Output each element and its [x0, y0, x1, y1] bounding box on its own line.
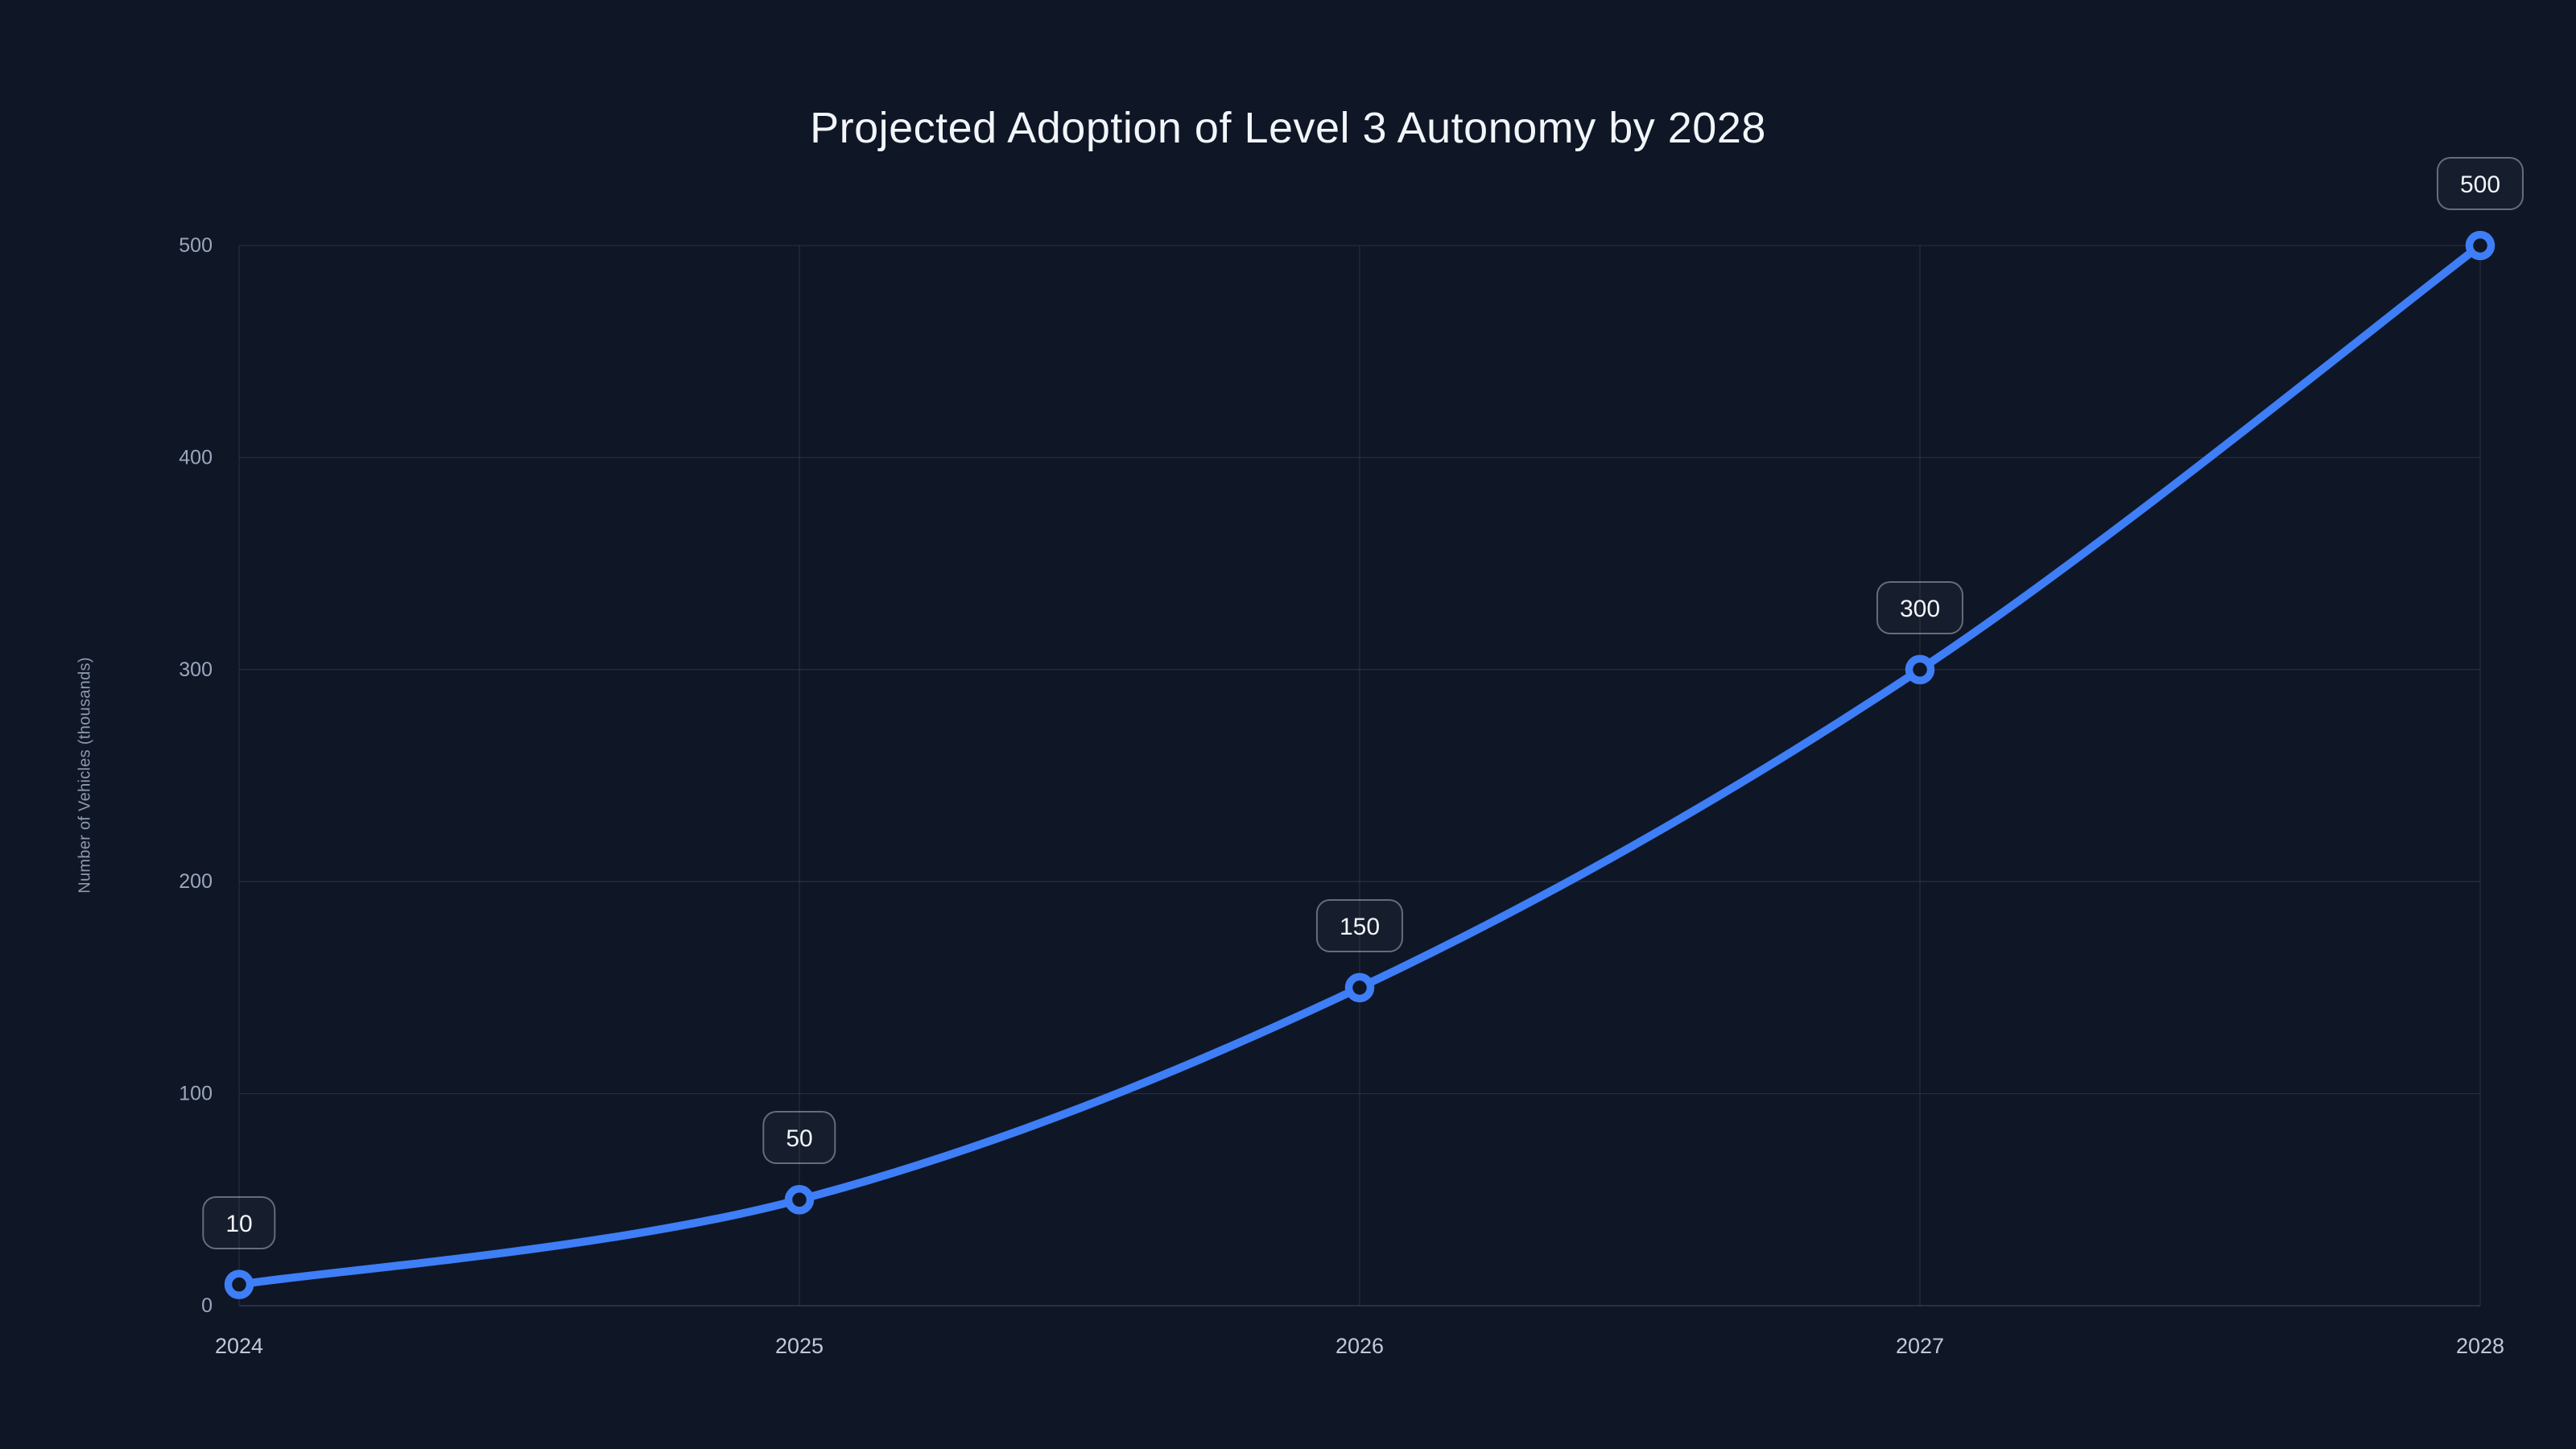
data-label-badge: 10: [202, 1195, 276, 1249]
data-point-marker[interactable]: [2465, 230, 2496, 261]
data-point-marker[interactable]: [784, 1185, 815, 1215]
y-tick-label: 0: [201, 1294, 213, 1317]
data-point-marker[interactable]: [1905, 654, 1935, 685]
data-label-badge: 300: [1876, 580, 1964, 634]
y-tick-label: 400: [179, 446, 213, 469]
y-tick-label: 200: [179, 870, 213, 893]
y-tick-label: 100: [179, 1083, 213, 1105]
x-tick-label: 2028: [2456, 1334, 2504, 1358]
chart-title: Projected Adoption of Level 3 Autonomy b…: [810, 104, 1766, 152]
y-tick-label: 300: [179, 658, 213, 681]
series-line: [235, 242, 2484, 1289]
data-point-marker[interactable]: [1344, 972, 1375, 1003]
data-label-badge: 150: [1315, 898, 1404, 952]
y-tick-label: 500: [179, 234, 213, 257]
x-tick-label: 2025: [775, 1334, 824, 1358]
data-point-marker[interactable]: [224, 1269, 254, 1299]
data-label-badge: 50: [762, 1111, 836, 1165]
x-tick-label: 2024: [215, 1334, 263, 1358]
x-tick-label: 2027: [1896, 1334, 1944, 1358]
data-label-badge: 500: [2436, 157, 2524, 210]
x-tick-label: 2026: [1335, 1334, 1384, 1358]
